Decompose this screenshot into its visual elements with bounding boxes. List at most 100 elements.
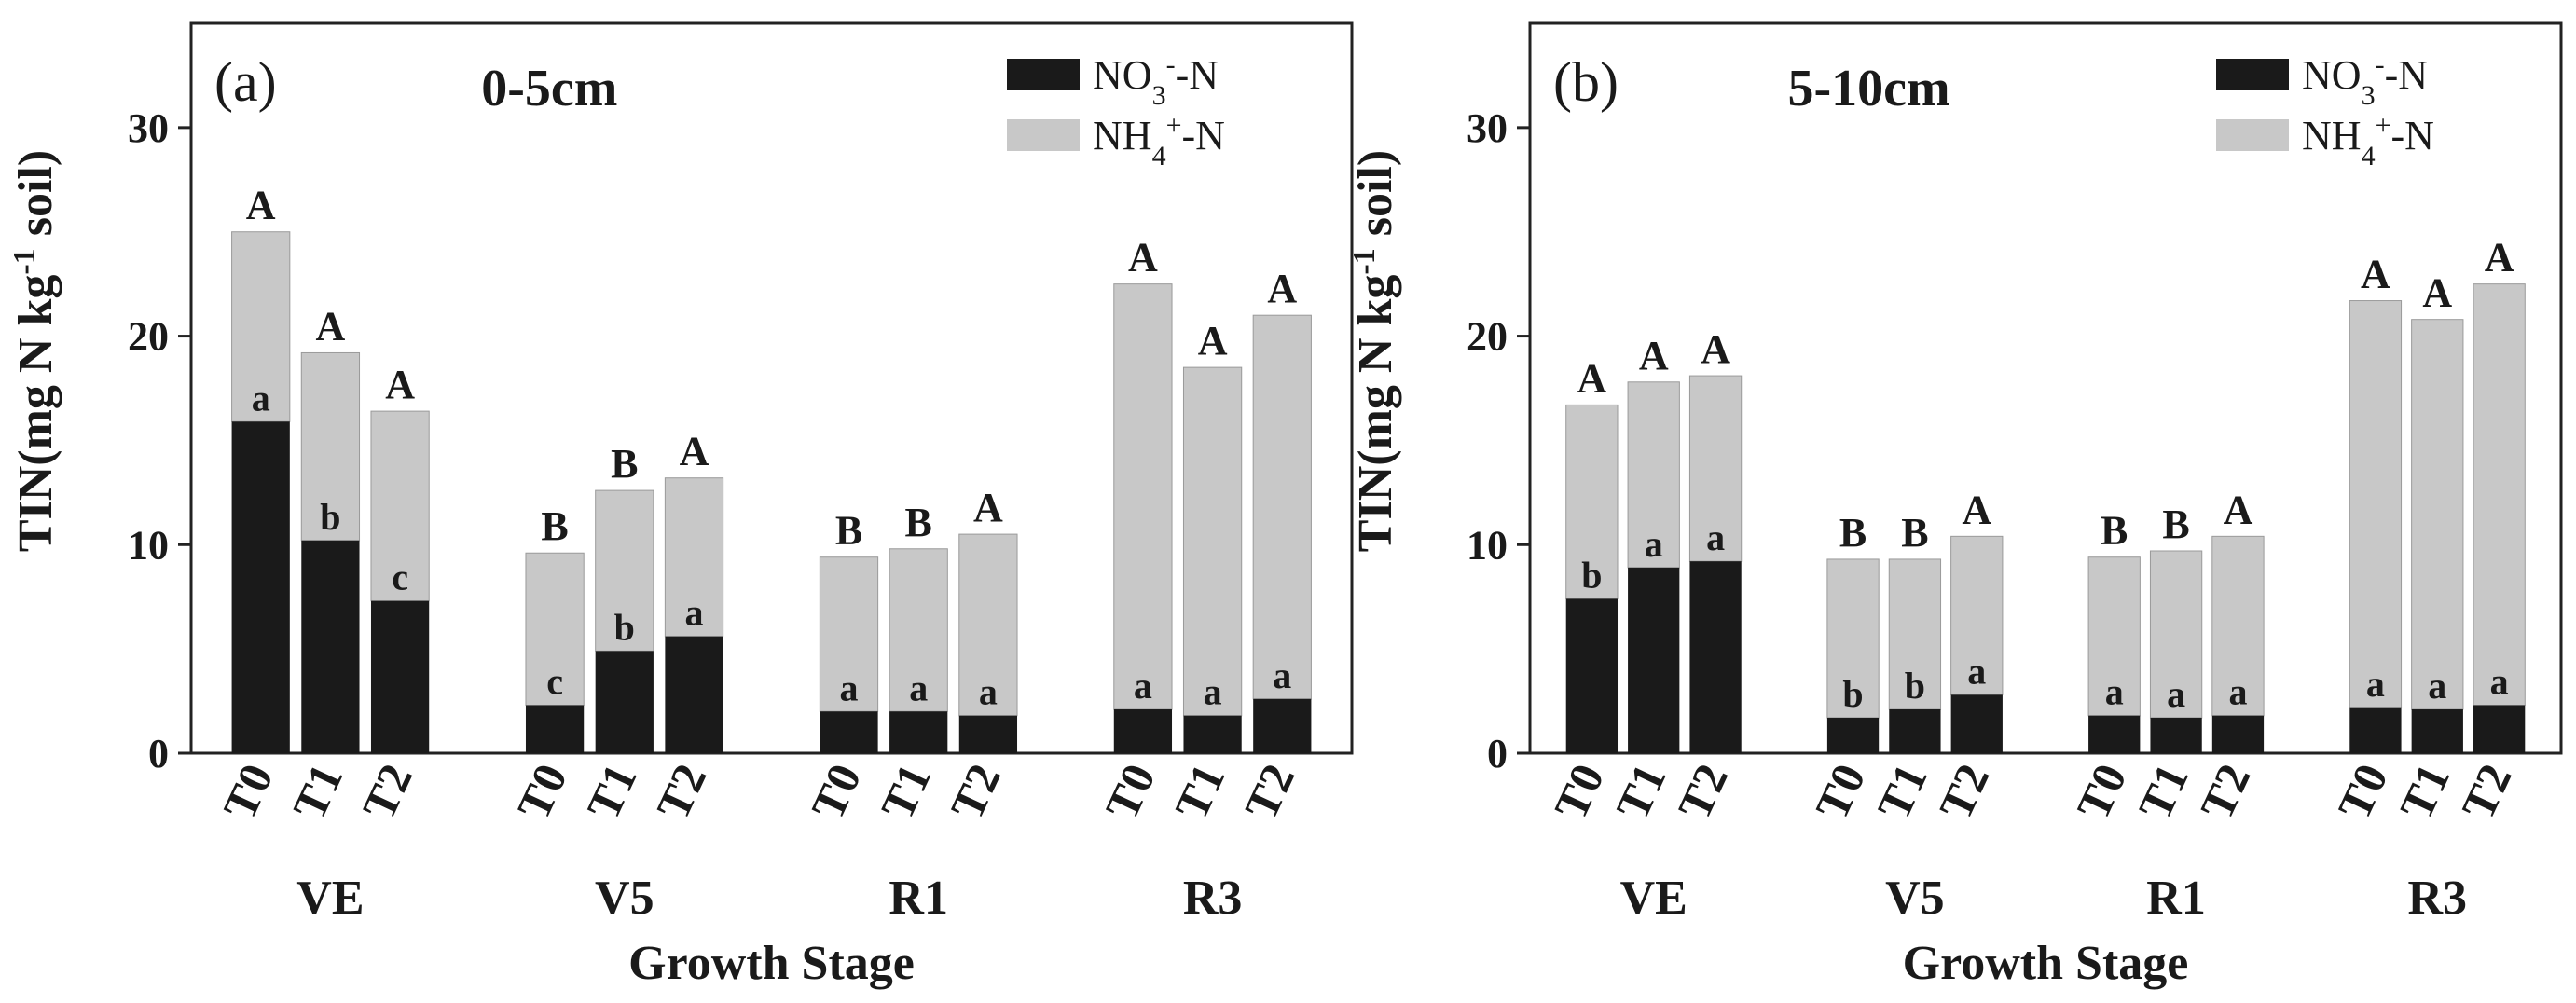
treatment-label: T1 — [576, 756, 646, 828]
treatment-label: T0 — [1544, 756, 1614, 828]
y-axis-title: TIN(mg N kg-1 soil) — [7, 150, 63, 552]
sig-letter-upper: A — [1577, 355, 1606, 401]
sig-letter-upper: A — [2422, 270, 2452, 316]
treatment-label: T2 — [940, 756, 1010, 828]
sig-letter-lower: b — [614, 606, 635, 648]
sig-letter-upper: A — [2224, 487, 2253, 532]
sig-letter-lower: c — [392, 556, 408, 598]
sig-letter-upper: B — [835, 508, 862, 554]
bar-no3-VE-T2 — [370, 600, 430, 753]
sig-letter-lower: a — [1706, 516, 1725, 558]
sig-letter-lower: a — [2366, 663, 2385, 705]
sig-letter-upper: A — [385, 362, 415, 407]
growth-stage-label: R3 — [2407, 872, 2467, 925]
bar-no3-V5-T2 — [665, 636, 723, 753]
growth-stage-label: V5 — [595, 872, 654, 925]
sig-letter-upper: B — [541, 503, 568, 549]
y-axis-title: TIN(mg N kg-1 soil) — [1347, 150, 1403, 552]
sig-letter-upper: A — [246, 183, 276, 228]
y-tick-label: 10 — [128, 522, 169, 568]
treatment-label: T0 — [2327, 756, 2397, 828]
legend-swatch-no3 — [2216, 59, 2289, 90]
treatment-label: T2 — [646, 756, 716, 828]
bar-nh4-V5-T0 — [525, 552, 585, 707]
legend-swatch-nh4 — [2216, 119, 2289, 151]
bar-no3-R1-T0 — [2088, 715, 2141, 753]
sig-letter-lower: c — [546, 661, 563, 703]
bar-no3-V5-T2 — [1950, 694, 2003, 753]
y-tick-label: 30 — [1467, 105, 1508, 151]
panel-letter: (a) — [214, 51, 277, 113]
sig-letter-lower: a — [840, 666, 859, 708]
bar-nh4-VE-T2 — [1688, 375, 1743, 562]
y-tick-label: 30 — [128, 105, 169, 151]
treatment-label: T0 — [507, 756, 577, 828]
sig-letter-upper: A — [1198, 318, 1228, 364]
bar-nh4-R3-T1 — [1182, 366, 1243, 717]
bar-no3-R1-T2 — [958, 715, 1018, 753]
bar-nh4-R1-T1 — [889, 548, 948, 712]
bar-nh4-R1-T1 — [2149, 550, 2203, 719]
legend-label-nh4: NH4+-N — [2302, 110, 2434, 172]
y-tick-label: 0 — [1487, 731, 1508, 776]
treatment-label: T1 — [1605, 756, 1675, 828]
growth-stage-label: V5 — [1885, 872, 1945, 925]
bar-nh4-VE-T0 — [1565, 404, 1619, 599]
bar-nh4-R3-T1 — [2411, 319, 2464, 710]
bar-nh4-R3-T0 — [2349, 300, 2403, 708]
sig-letter-lower: b — [1581, 554, 1602, 596]
sig-letter-lower: b — [1905, 665, 1925, 707]
panel-letter: (b) — [1553, 51, 1619, 113]
bar-nh4-V5-T1 — [595, 489, 654, 652]
sig-letter-upper: B — [1901, 510, 1928, 556]
sig-letter-lower: a — [2228, 671, 2247, 713]
treatment-label: T1 — [871, 756, 941, 828]
treatment-label: T2 — [2451, 756, 2521, 828]
bar-nh4-R1-T2 — [958, 533, 1018, 717]
bar-no3-V5-T1 — [1889, 709, 1941, 753]
growth-stage-label: R1 — [889, 872, 948, 925]
bar-no3-VE-T1 — [301, 540, 360, 753]
bar-no3-R1-T1 — [2150, 717, 2202, 753]
bar-no3-R3-T1 — [1183, 715, 1242, 753]
y-tick-label: 20 — [1467, 314, 1508, 360]
bar-nh4-V5-T1 — [1888, 558, 1942, 710]
treatment-label: T0 — [2066, 756, 2136, 828]
sig-letter-upper: A — [680, 429, 709, 474]
growth-stage-label: R3 — [1183, 872, 1243, 925]
sig-letter-lower: a — [1204, 671, 1222, 713]
bar-no3-VE-T0 — [231, 421, 290, 753]
bar-no3-R3-T0 — [2349, 707, 2402, 753]
sig-letter-lower: a — [2105, 671, 2124, 713]
plot-frame — [189, 21, 1354, 755]
growth-stage-label: VE — [296, 872, 364, 925]
bar-nh4-R1-T0 — [819, 556, 879, 712]
bar-no3-V5-T1 — [595, 651, 654, 753]
bar-no3-R3-T1 — [2411, 709, 2463, 753]
growth-stage-label: R1 — [2146, 872, 2206, 925]
sig-letter-lower: a — [2428, 665, 2446, 707]
y-tick-label: 20 — [128, 314, 169, 360]
sig-letter-upper: B — [611, 441, 638, 487]
bar-no3-VE-T1 — [1628, 567, 1680, 753]
legend-label-no3: NO3--N — [2302, 49, 2428, 111]
sig-letter-upper: A — [1962, 487, 1991, 532]
legend-swatch-nh4 — [1007, 119, 1080, 151]
sig-letter-upper: A — [2361, 252, 2390, 297]
sig-letter-upper: A — [973, 485, 1003, 530]
treatment-label: T0 — [1805, 756, 1875, 828]
bar-no3-R1-T2 — [2211, 715, 2265, 753]
sig-letter-lower: b — [320, 496, 340, 538]
sig-letter-upper: A — [1267, 266, 1297, 311]
bar-nh4-R3-T2 — [2473, 283, 2526, 707]
sig-letter-lower: a — [979, 671, 998, 713]
sig-letter-lower: a — [1967, 650, 1986, 692]
bar-no3-V5-T0 — [525, 705, 585, 753]
sig-letter-lower: a — [685, 592, 704, 634]
treatment-label: T0 — [1095, 756, 1164, 828]
sig-letter-lower: a — [909, 666, 928, 708]
treatment-label: T0 — [213, 756, 282, 828]
bar-nh4-V5-T2 — [1950, 535, 2004, 695]
